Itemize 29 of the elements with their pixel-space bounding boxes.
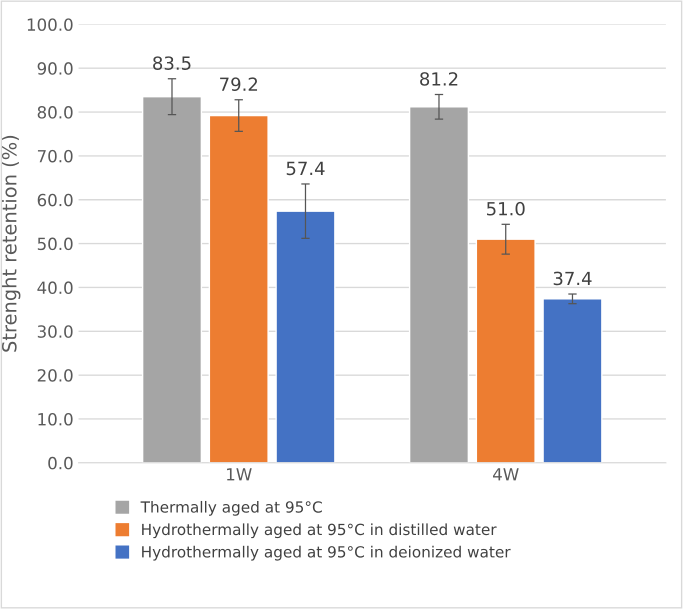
x-tick-label: 1W [227,468,252,480]
y-tick-label: 10.0 [38,412,73,426]
y-axis-title: Strenght retention (%) [2,136,20,352]
y-tick-label: 30.0 [38,325,73,338]
legend-label: Thermally aged at 95°C [140,500,322,516]
text: 57.4 [286,162,325,176]
y-tick-label: 40.0 [37,281,73,294]
bar [275,210,336,463]
y-tick-label: 20.0 [38,369,73,382]
y-tick-label: 100.0 [28,18,73,31]
text: 51.0 [487,202,525,216]
x-tick-label: 4W [493,468,519,480]
text: 79.2 [220,77,258,92]
y-tick-label: 60.0 [38,194,73,206]
y-tick-label: 0.0 [48,456,73,470]
bar [142,96,202,463]
bar [208,114,269,463]
text: 81.2 [420,72,458,86]
y-tick-label: 80.0 [38,106,73,119]
bar [408,106,470,463]
legend-label: Hydrothermally aged at 95°C in deionized water [142,546,511,561]
text: 83.5 [153,56,191,70]
y-tick-label: 70.0 [38,150,73,162]
legend-label: Hydrothermally aged at 95°C in distilled water [142,523,497,538]
y-tick-label: 90.0 [38,62,73,75]
y-tick-label: 50.0 [38,238,73,250]
bar [542,298,603,463]
bar [476,238,536,463]
text: 37.4 [554,272,592,286]
